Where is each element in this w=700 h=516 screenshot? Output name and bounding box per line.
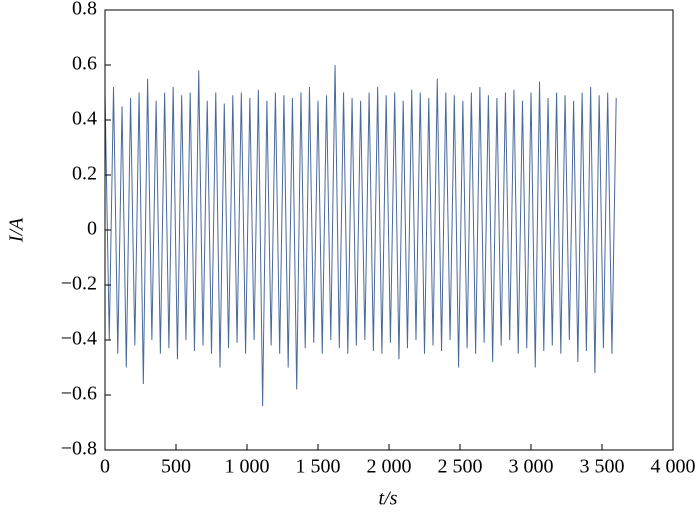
- y-tick-label: 0.8: [72, 0, 97, 20]
- y-axis-label: I/A: [6, 217, 28, 243]
- x-tick-label: 2 000: [367, 456, 412, 478]
- y-tick-label: 0.4: [72, 108, 97, 130]
- y-tick-label: −0.8: [61, 438, 97, 460]
- y-tick-label: −0.4: [61, 328, 97, 350]
- y-tick-label: −0.6: [61, 383, 97, 405]
- x-tick-label: 0: [100, 456, 110, 478]
- y-tick-label: 0.6: [72, 53, 97, 75]
- plot-frame: [104, 9, 674, 451]
- x-tick-label: 1 000: [225, 456, 270, 478]
- y-tick-label: −0.2: [61, 273, 97, 295]
- x-tick-label: 3 000: [509, 456, 554, 478]
- x-tick-label: 1 500: [296, 456, 341, 478]
- x-tick-label: 3 500: [580, 456, 625, 478]
- x-tick-label: 2 500: [438, 456, 483, 478]
- x-axis-label: t/s: [379, 488, 398, 510]
- y-tick-label: 0.2: [72, 163, 97, 185]
- y-tick-label: 0: [87, 218, 97, 240]
- signal-line: [104, 64, 617, 407]
- x-tick-label: 4 000: [651, 456, 696, 478]
- x-tick-label: 500: [161, 456, 191, 478]
